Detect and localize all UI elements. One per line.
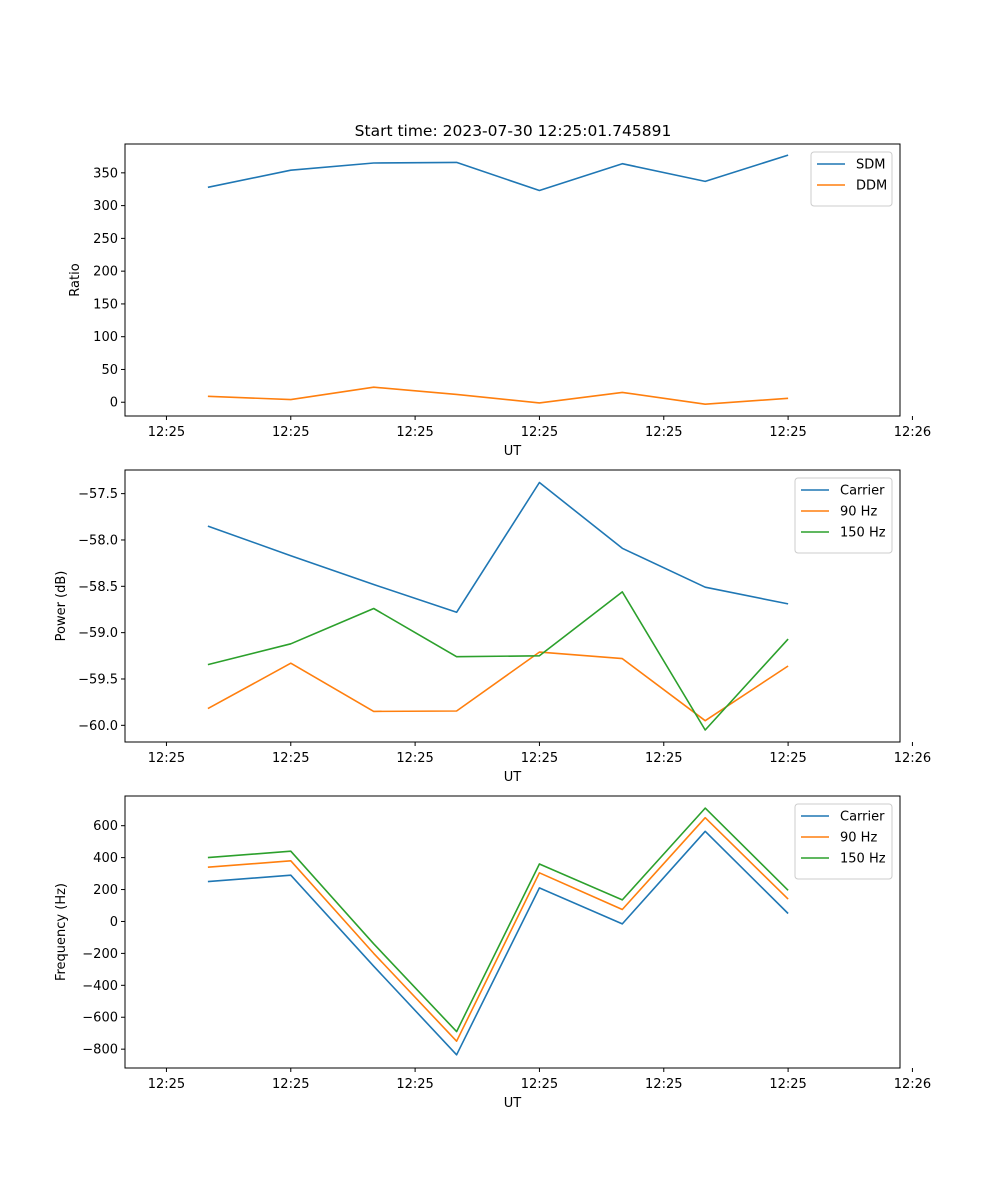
figure-title: Start time: 2023-07-30 12:25:01.745891 [355, 122, 672, 140]
frequency-y-tick-label: −400 [82, 979, 118, 994]
ratio-x-tick-label: 12:25 [272, 425, 309, 440]
frequency-x-tick-label: 12:25 [521, 1077, 558, 1092]
ratio-y-tick-label: 0 [110, 396, 118, 411]
power-legend-entry: 90 Hz [840, 505, 877, 520]
power-y-tick-label: −57.5 [78, 487, 118, 502]
power-series-line-90-hz [207, 651, 789, 722]
frequency-legend-entry: Carrier [840, 810, 885, 825]
ratio-x-tick-label: 12:25 [645, 425, 682, 440]
power-legend-entry: Carrier [840, 484, 885, 499]
frequency-y-tick-label: −600 [82, 1011, 118, 1026]
frequency-series-line-carrier [207, 830, 789, 1056]
frequency-y-tick-label: −800 [82, 1043, 118, 1058]
frequency-legend: Carrier 90 Hz 150 Hz [794, 803, 893, 880]
frequency-y-tick-label: 400 [93, 851, 118, 866]
power-y-tick-label: −58.0 [78, 533, 118, 548]
ratio-axes-frame [124, 143, 901, 417]
ratio-x-tick-label: 12:26 [894, 425, 931, 440]
frequency-legend-box [794, 803, 893, 880]
frequency-legend-entry: 150 Hz [840, 852, 886, 867]
frequency-y-tick-label: 200 [93, 883, 118, 898]
ratio-y-tick-label: 200 [93, 265, 118, 280]
frequency-y-tick-label: 0 [110, 915, 118, 930]
frequency-x-tick-label: 12:25 [272, 1077, 309, 1092]
power-y-tick-label: −59.0 [78, 626, 118, 641]
power-y-tick-label: −59.5 [78, 672, 118, 687]
ratio-legend-box [810, 151, 893, 207]
power-legend-box [794, 477, 893, 554]
frequency-y-tick-label: 600 [93, 819, 118, 834]
power-x-tick-label: 12:25 [769, 751, 806, 766]
power-legend: Carrier 90 Hz 150 Hz [794, 477, 893, 554]
power-x-tick-label: 12:25 [148, 751, 185, 766]
frequency-x-tick-label: 12:26 [894, 1077, 931, 1092]
ratio-y-tick-label: 300 [93, 199, 118, 214]
power-x-tick-label: 12:25 [272, 751, 309, 766]
frequency-x-tick-label: 12:25 [645, 1077, 682, 1092]
frequency-y-tick-label: −200 [82, 947, 118, 962]
power-legend-entry: 150 Hz [840, 526, 886, 541]
frequency-series-line-150-hz [207, 807, 789, 1033]
ratio-y-tick-label: 50 [101, 363, 118, 378]
frequency-axes-frame [124, 795, 901, 1069]
power-panel: 12:25 12:25 12:25 12:25 12:25 12:25 12:26 −60.0… [54, 469, 931, 785]
power-x-tick-label: 12:25 [645, 751, 682, 766]
ratio-legend-entry: DDM [856, 179, 887, 194]
ratio-y-tick-label: 150 [93, 297, 118, 312]
power-x-tick-label: 12:25 [396, 751, 433, 766]
ratio-x-tick-label: 12:25 [769, 425, 806, 440]
ratio-y-tick-label: 250 [93, 232, 118, 247]
power-x-tick-label: 12:25 [521, 751, 558, 766]
frequency-x-tick-label: 12:25 [769, 1077, 806, 1092]
ratio-y-axis-label: Ratio [68, 263, 83, 296]
power-x-tick-label: 12:26 [894, 751, 931, 766]
ratio-legend: SDM DDM [810, 151, 893, 207]
frequency-legend-entry: 90 Hz [840, 831, 877, 846]
frequency-y-axis-label: Frequency (Hz) [54, 883, 69, 981]
power-y-tick-label: −60.0 [78, 719, 118, 734]
frequency-x-tick-label: 12:25 [396, 1077, 433, 1092]
frequency-x-axis-label: UT [504, 1096, 522, 1111]
ratio-series-line-sdm [207, 154, 789, 192]
power-y-tick-label: −58.5 [78, 580, 118, 595]
power-axes-frame [124, 469, 901, 743]
power-series-line-150-hz [207, 591, 789, 731]
frequency-series-line-90-hz [207, 816, 789, 1042]
ratio-legend-entry: SDM [856, 158, 885, 173]
ratio-x-axis-label: UT [504, 444, 522, 459]
ratio-x-tick-label: 12:25 [396, 425, 433, 440]
power-series-line-carrier [207, 481, 789, 614]
frequency-panel: 12:25 12:25 12:25 12:25 12:25 12:25 12:26 −800 −… [54, 795, 931, 1111]
ratio-x-tick-label: 12:25 [521, 425, 558, 440]
power-x-axis-label: UT [504, 770, 522, 785]
ratio-x-tick-label: 12:25 [148, 425, 185, 440]
ratio-y-tick-label: 100 [93, 330, 118, 345]
power-y-axis-label: Power (dB) [54, 571, 69, 642]
ratio-panel: 12:25 12:25 12:25 12:25 12:25 12:25 12:26 0 50 10… [68, 143, 931, 459]
ratio-y-tick-label: 350 [93, 166, 118, 181]
frequency-x-tick-label: 12:25 [148, 1077, 185, 1092]
ratio-series-line-ddm [207, 386, 789, 406]
